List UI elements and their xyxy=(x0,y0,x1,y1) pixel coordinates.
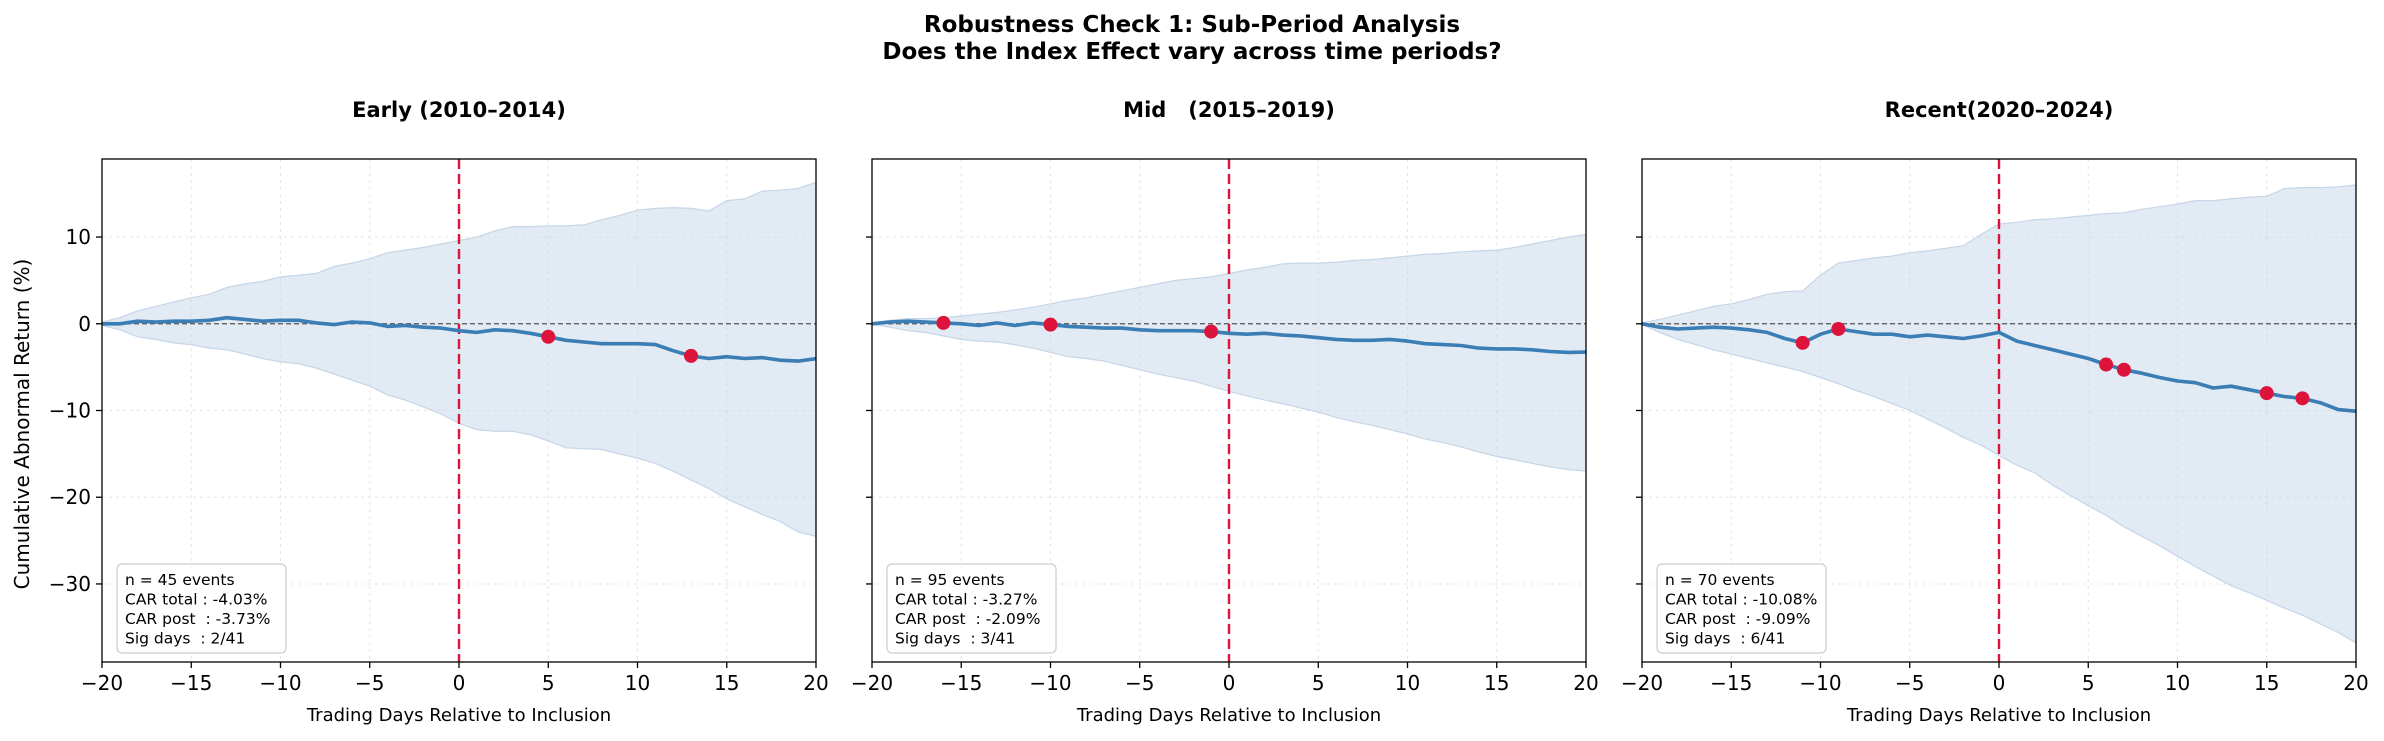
significant-day-marker xyxy=(541,329,556,344)
significant-day-marker xyxy=(936,315,951,330)
stats-box-line: CAR total : -3.27% xyxy=(895,591,1037,609)
x-tick-label: 20 xyxy=(2343,671,2368,695)
significant-day-marker xyxy=(2295,391,2310,406)
y-tick-label: 0 xyxy=(78,312,91,336)
panel-mid: −20 −15 −10 −5 0 5 10 15 20 Trading Days Relative… xyxy=(851,158,1599,726)
panel-early: −20 −15 −10 −5 0 5 10 15 20 10 0 −10 −20 −30 Trading D… xyxy=(49,158,829,726)
significant-day-marker xyxy=(2259,386,2274,401)
stats-box-line: n = 45 events xyxy=(125,571,235,589)
significant-day-marker xyxy=(684,348,699,363)
x-tick-label: 15 xyxy=(2254,671,2279,695)
panel-title-mid: Mid (2015–2019) xyxy=(1123,98,1335,122)
x-tick-label: −15 xyxy=(1710,671,1752,695)
x-tick-label: −5 xyxy=(1125,671,1154,695)
confidence-band xyxy=(1642,184,2356,644)
figure-subtitle: Does the Index Effect vary across time p… xyxy=(882,39,1502,65)
stats-box xyxy=(116,563,287,654)
x-tick-label: 0 xyxy=(1223,671,1236,695)
panel-recent: −20 −15 −10 −5 0 5 10 15 20 Trading Days Relative… xyxy=(1621,158,2369,726)
panel-title-recent: Recent(2020–2024) xyxy=(1884,98,2114,122)
stats-box-line: CAR post : -2.09% xyxy=(895,610,1040,628)
significant-day-marker xyxy=(1831,321,1846,336)
significant-day-marker xyxy=(1795,335,1810,350)
x-axis-label: Trading Days Relative to Inclusion xyxy=(1076,705,1381,726)
x-axis-label: Trading Days Relative to Inclusion xyxy=(306,705,611,726)
x-tick-label: 5 xyxy=(1312,671,1325,695)
figure-title: Robustness Check 1: Sub-Period Analysis xyxy=(923,12,1461,38)
y-tick-label: −10 xyxy=(49,399,91,423)
x-tick-label: 5 xyxy=(2082,671,2095,695)
x-tick-label: 15 xyxy=(714,671,739,695)
x-tick-label: −15 xyxy=(940,671,982,695)
x-tick-label: 10 xyxy=(1395,671,1420,695)
y-tick-label: −20 xyxy=(49,485,91,509)
stats-box xyxy=(1656,563,1827,654)
stats-box-line: CAR total : -4.03% xyxy=(125,591,267,609)
stats-box-line: Sig days : 2/41 xyxy=(125,630,245,648)
x-tick-label: 0 xyxy=(1993,671,2006,695)
y-tick-label: 10 xyxy=(66,225,91,249)
x-tick-label: 20 xyxy=(1573,671,1598,695)
x-tick-label: 15 xyxy=(1484,671,1509,695)
car-line xyxy=(872,319,1586,355)
x-tick-label: −10 xyxy=(1029,671,1071,695)
stats-box-line: CAR post : -3.73% xyxy=(125,610,270,628)
stats-box-line: Sig days : 3/41 xyxy=(895,630,1015,648)
significant-day-marker xyxy=(1043,317,1058,332)
x-tick-label: −5 xyxy=(1895,671,1924,695)
x-tick-label: 10 xyxy=(625,671,650,695)
y-tick-label: −30 xyxy=(49,572,91,596)
x-tick-label: 5 xyxy=(542,671,555,695)
x-tick-label: 10 xyxy=(2165,671,2190,695)
significant-day-marker xyxy=(2116,362,2131,377)
x-tick-label: −15 xyxy=(170,671,212,695)
x-tick-label: −20 xyxy=(81,671,123,695)
x-tick-label: −10 xyxy=(1799,671,1841,695)
stats-box-line: n = 70 events xyxy=(1665,571,1775,589)
x-axis-label: Trading Days Relative to Inclusion xyxy=(1846,705,2151,726)
plot-area xyxy=(102,159,816,662)
plot-area xyxy=(1642,159,2356,662)
x-tick-label: −5 xyxy=(355,671,384,695)
stats-box-line: n = 95 events xyxy=(895,571,1005,589)
confidence-band xyxy=(872,233,1586,472)
x-tick-label: −20 xyxy=(851,671,893,695)
car-line xyxy=(1642,322,2356,413)
stats-box xyxy=(886,563,1057,654)
plot-area xyxy=(872,159,1586,662)
x-tick-label: 0 xyxy=(453,671,466,695)
significant-day-marker xyxy=(1204,324,1219,339)
x-tick-label: −10 xyxy=(259,671,301,695)
significant-day-marker xyxy=(2099,357,2114,372)
stats-box-line: Sig days : 6/41 xyxy=(1665,630,1785,648)
stats-box-line: CAR total : -10.08% xyxy=(1665,591,1817,609)
stats-box-line: CAR post : -9.09% xyxy=(1665,610,1810,628)
panel-title-early: Early (2010–2014) xyxy=(352,98,566,122)
x-tick-label: −20 xyxy=(1621,671,1663,695)
x-tick-label: 20 xyxy=(803,671,828,695)
